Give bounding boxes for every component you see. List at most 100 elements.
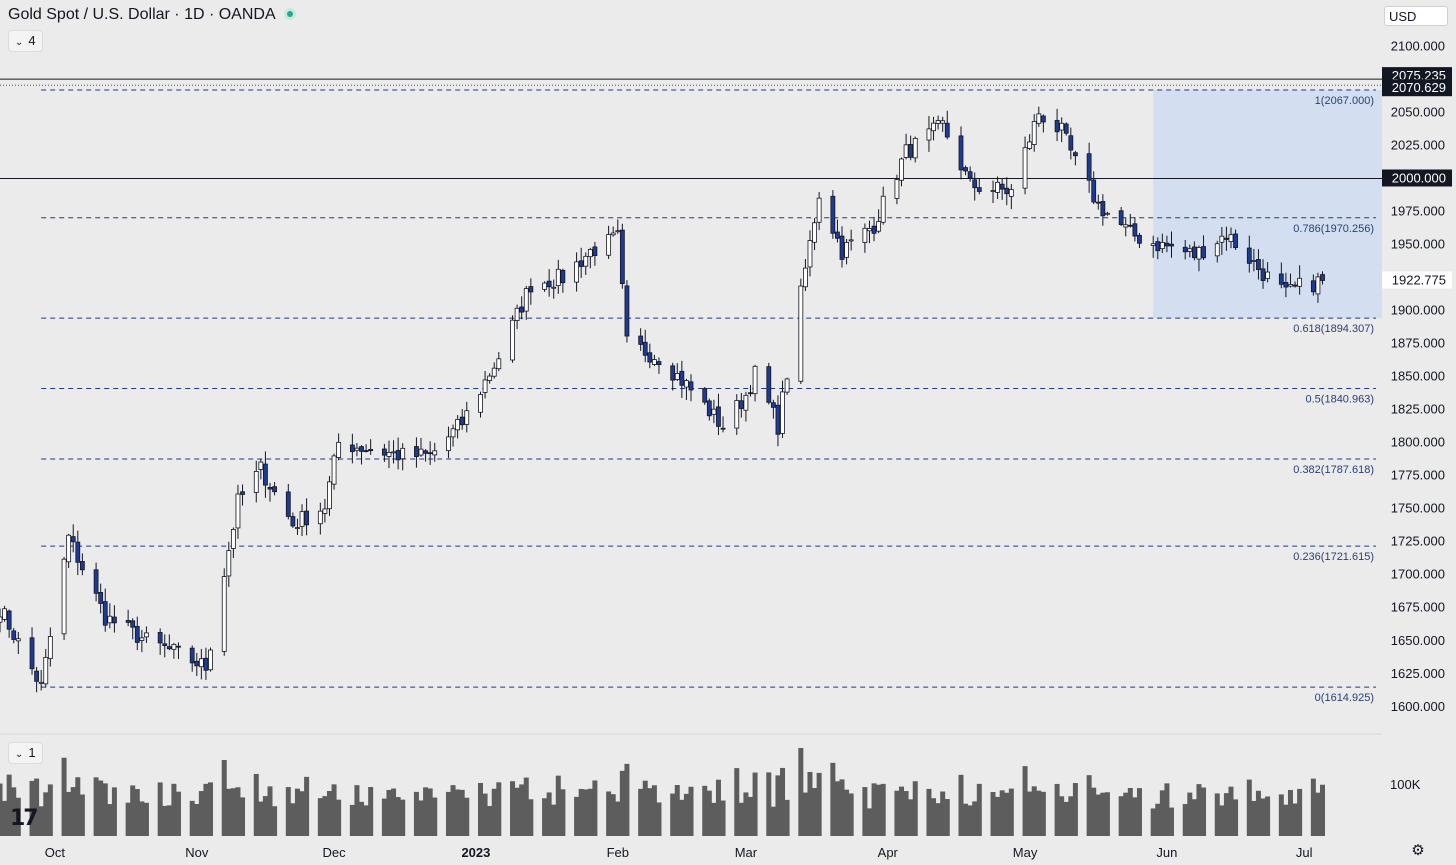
candle-body xyxy=(1196,247,1202,260)
candle-body xyxy=(871,225,877,234)
candle-body xyxy=(1004,187,1010,195)
candle-body xyxy=(551,286,557,289)
candle-body xyxy=(327,481,332,510)
volume-bar xyxy=(908,799,914,836)
candle-body xyxy=(1187,248,1193,252)
volume-bar xyxy=(1118,796,1124,836)
gear-icon[interactable]: ⚙ xyxy=(1411,842,1425,859)
candle-body xyxy=(70,536,76,543)
volume-bar xyxy=(413,791,419,836)
candle-body xyxy=(606,234,612,256)
price-axis-tick: 2050.000 xyxy=(1391,104,1445,119)
volume-bar xyxy=(11,787,17,836)
candle-body xyxy=(1159,242,1165,250)
volume-bar xyxy=(642,780,648,836)
volume-indicator-toggle[interactable]: ⌄ 1 xyxy=(8,742,43,764)
candle-body xyxy=(798,285,804,382)
candle-body xyxy=(587,249,593,258)
candle-body xyxy=(862,227,868,243)
candle-body xyxy=(931,122,936,132)
candle-body xyxy=(807,240,813,268)
volume-bar xyxy=(427,788,433,836)
candle-body xyxy=(784,378,790,393)
volume-bar xyxy=(1320,784,1326,836)
candle-body xyxy=(990,190,996,192)
volume-bar xyxy=(203,783,209,836)
volume-bar xyxy=(336,799,342,836)
candle-body xyxy=(1086,153,1092,181)
candle-body xyxy=(391,451,396,454)
volume-bar xyxy=(816,772,822,836)
candle-body xyxy=(304,510,310,526)
volume-bar xyxy=(1022,766,1028,836)
price-axis-tick: 1975.000 xyxy=(1391,204,1445,219)
volume-bar xyxy=(194,803,200,836)
volume-bar xyxy=(1168,807,1174,836)
candle-body xyxy=(738,400,744,409)
volume-bar xyxy=(1059,796,1065,836)
volume-bar xyxy=(972,801,978,836)
candle-body xyxy=(198,658,204,668)
candle-body xyxy=(189,647,195,664)
volume-bar xyxy=(702,785,708,836)
candle-body xyxy=(803,267,808,288)
candle-body xyxy=(423,450,428,454)
candle-body xyxy=(592,246,598,257)
volume-bar xyxy=(1292,803,1298,836)
candle-body xyxy=(1214,243,1220,257)
time-axis-tick: Dec xyxy=(322,845,346,860)
indicators-toggle[interactable]: ⌄ 4 xyxy=(8,30,43,52)
candle-body xyxy=(812,222,817,243)
candle-body xyxy=(299,511,305,527)
currency-selector[interactable]: USD xyxy=(1384,6,1448,26)
candle-body xyxy=(267,486,273,490)
candle-body xyxy=(66,534,72,563)
volume-bar xyxy=(931,798,937,836)
symbol-title[interactable]: Gold Spot / U.S. Dollar · 1D · OANDA xyxy=(8,6,276,23)
volume-bar xyxy=(98,780,104,836)
indicator-count: 4 xyxy=(28,33,36,48)
volume-bar xyxy=(464,797,470,836)
candle-body xyxy=(107,615,113,624)
candle-body xyxy=(1224,237,1229,240)
volume-bar xyxy=(995,796,1001,836)
candle-body xyxy=(1256,259,1261,271)
volume-bar xyxy=(999,790,1005,836)
volume-bar xyxy=(230,788,236,836)
tradingview-logo[interactable]: 17 xyxy=(10,806,39,831)
volume-bar xyxy=(798,748,804,836)
volume-bar xyxy=(1095,794,1101,836)
volume-bar xyxy=(29,780,35,836)
price-label: 2070.629 xyxy=(1392,80,1446,95)
volume-bar xyxy=(1196,784,1202,836)
volume-bar xyxy=(967,805,973,836)
price-axis-tick: 1750.000 xyxy=(1391,501,1445,516)
volume-bar xyxy=(363,805,369,836)
volume-bar xyxy=(391,788,397,836)
candle-body xyxy=(935,120,941,124)
volume-bar xyxy=(491,788,497,836)
volume-bar xyxy=(812,787,818,836)
volume-bar xyxy=(894,790,900,836)
volume-bar xyxy=(1132,797,1138,836)
candle-body xyxy=(1169,243,1174,247)
candle-body xyxy=(1191,246,1197,259)
candle-body xyxy=(780,391,785,434)
volume-bar xyxy=(1104,792,1110,836)
volume-bar xyxy=(1127,788,1133,836)
price-axis-tick: 1850.000 xyxy=(1391,369,1445,384)
volume-bar xyxy=(496,782,502,836)
candle-body xyxy=(835,231,840,239)
volume-bar xyxy=(368,786,374,836)
candle-body xyxy=(93,569,99,594)
volume-bar xyxy=(610,794,616,836)
price-axis-tick: 1825.000 xyxy=(1391,402,1445,417)
volume-bar xyxy=(70,787,76,836)
volume-bar xyxy=(130,785,136,836)
candle-body xyxy=(1246,247,1252,264)
volume-bar xyxy=(171,783,177,836)
candle-body xyxy=(1068,135,1074,151)
candle-body xyxy=(1251,260,1257,262)
candle-body xyxy=(47,636,53,659)
